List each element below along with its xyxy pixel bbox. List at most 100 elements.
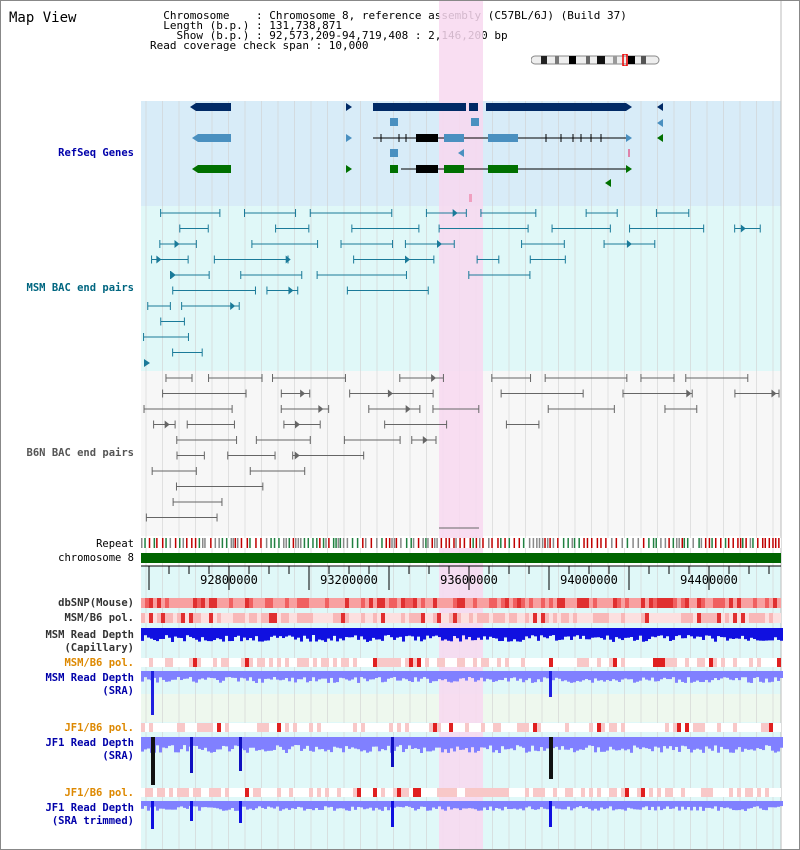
repeat-element bbox=[433, 538, 436, 548]
refseq-gene bbox=[373, 103, 441, 111]
jf1-pol-bin bbox=[605, 723, 609, 732]
msm-sra-depth bbox=[570, 671, 573, 683]
jf1-pol-bin bbox=[341, 723, 345, 732]
msm-sra-depth bbox=[381, 671, 384, 683]
msm-capillary-depth bbox=[372, 628, 375, 638]
msm-sra-depth bbox=[516, 671, 519, 681]
jf1-sra-depth bbox=[705, 737, 708, 747]
jf1-pol2-bin bbox=[557, 788, 561, 797]
jf1-pol-bin bbox=[705, 723, 709, 732]
jf1-sra-depth bbox=[630, 737, 633, 753]
msm-pol-bin bbox=[705, 613, 709, 623]
jf1-sra-depth bbox=[276, 737, 279, 746]
jf1-trim-depth bbox=[732, 801, 735, 811]
repeat-element bbox=[768, 538, 771, 548]
jf1-trim-depth bbox=[246, 801, 249, 810]
msm-sra-depth bbox=[585, 671, 588, 680]
msm-sra-depth bbox=[390, 671, 393, 678]
jf1-trim-depth bbox=[660, 801, 663, 811]
repeat-element bbox=[686, 538, 689, 548]
msm-pol2-bin bbox=[425, 658, 429, 667]
jf1-pol-bin bbox=[489, 723, 493, 732]
jf1-trim-depth bbox=[555, 801, 558, 809]
msm-sra-depth bbox=[555, 671, 558, 678]
msm-pol-bin bbox=[461, 613, 465, 623]
msm-sra-depth bbox=[645, 671, 648, 680]
msm-capillary-depth bbox=[141, 628, 144, 641]
jf1-sra-depth bbox=[288, 737, 291, 750]
jf1-pol-bin bbox=[569, 723, 573, 732]
msm-pol2-bin bbox=[365, 658, 369, 667]
msm-pol-bin bbox=[525, 613, 529, 623]
dbsnp-bin bbox=[681, 598, 685, 608]
jf1-trim-depth bbox=[192, 801, 195, 807]
msm-pol-bin bbox=[365, 613, 369, 623]
msm-sra-depth bbox=[462, 671, 465, 679]
jf1-trim-depth bbox=[264, 801, 267, 809]
dbsnp-bin bbox=[625, 598, 629, 608]
jf1-pol-bin bbox=[177, 723, 181, 732]
repeat-element bbox=[218, 538, 220, 548]
jf1-pol2-bin bbox=[445, 788, 449, 797]
jf1-sra-depth bbox=[414, 737, 417, 749]
msm-pol2-bin bbox=[221, 658, 225, 667]
msm-pol-bin bbox=[177, 613, 181, 623]
refseq-exon bbox=[444, 134, 464, 142]
jf1-trim-depth bbox=[513, 801, 516, 809]
jf1-pol2-bin bbox=[761, 788, 765, 797]
jf1-pol-bin bbox=[585, 723, 589, 732]
msm-capillary-depth bbox=[501, 628, 504, 641]
msm-capillary-depth bbox=[258, 628, 261, 642]
msm-pol-bin bbox=[653, 613, 657, 623]
jf1-trim-depth bbox=[213, 801, 216, 808]
msm-capillary-depth bbox=[456, 628, 459, 639]
jf1-trim-depth bbox=[609, 801, 612, 807]
dbsnp-bin bbox=[417, 598, 421, 608]
msm-bac-pair-arrow bbox=[174, 240, 180, 248]
dbsnp-bin bbox=[533, 598, 537, 608]
msm-pol2-bin bbox=[297, 658, 301, 667]
repeat-element bbox=[425, 538, 427, 548]
msm-pol2-bin bbox=[321, 658, 325, 667]
msm-pol-bin bbox=[581, 613, 585, 623]
msm-capillary-depth bbox=[459, 628, 462, 642]
jf1-pol-bin bbox=[145, 723, 149, 732]
jf1-trim-depth bbox=[399, 801, 402, 807]
msm-sra-depth bbox=[744, 671, 747, 678]
jf1-sra-depth bbox=[747, 737, 750, 750]
msm-pol-bin bbox=[157, 613, 161, 623]
jf1-depth-sra-line1: JF1 Read Depth bbox=[45, 737, 134, 749]
msm-sra-depth bbox=[423, 671, 426, 678]
msm-pol2-bin bbox=[373, 658, 377, 667]
chromosome-ideogram[interactable] bbox=[531, 54, 661, 66]
msm-bac-pair-arrow bbox=[288, 286, 294, 295]
jf1-pol-bin bbox=[473, 723, 477, 732]
jf1-sra-depth bbox=[708, 737, 711, 749]
msm-sra-depth bbox=[525, 671, 528, 681]
jf1-trim-depth bbox=[696, 801, 699, 811]
jf1-trim-depth bbox=[339, 801, 342, 809]
jf1-trim-depth bbox=[162, 801, 165, 809]
jf1-trim-depth bbox=[762, 801, 765, 810]
msm-pol-bin bbox=[169, 613, 173, 623]
jf1-sra-depth bbox=[723, 737, 726, 750]
dbsnp-bin bbox=[241, 598, 245, 608]
jf1-trim-depth bbox=[429, 801, 432, 811]
msm-sra-depth bbox=[336, 671, 339, 683]
jf1-sra-depth bbox=[261, 737, 264, 750]
msm-pol2-bin bbox=[273, 658, 277, 667]
dbsnp-bin bbox=[281, 598, 285, 608]
dbsnp-bin bbox=[277, 598, 281, 608]
jf1-sra-depth bbox=[669, 737, 672, 747]
jf1-trim-depth bbox=[501, 801, 504, 811]
msm-pol-bin bbox=[313, 613, 317, 623]
jf1-pol2-bin bbox=[521, 788, 525, 797]
msm-pol-bin bbox=[761, 613, 765, 623]
jf1-pol2-bin bbox=[765, 788, 769, 797]
msm-pol-bin bbox=[669, 613, 673, 623]
jf1-pol2-bin bbox=[737, 788, 741, 797]
jf1-trim-depth bbox=[576, 801, 579, 808]
jf1-pol-bin bbox=[373, 723, 377, 732]
msm-capillary-depth bbox=[699, 628, 702, 637]
